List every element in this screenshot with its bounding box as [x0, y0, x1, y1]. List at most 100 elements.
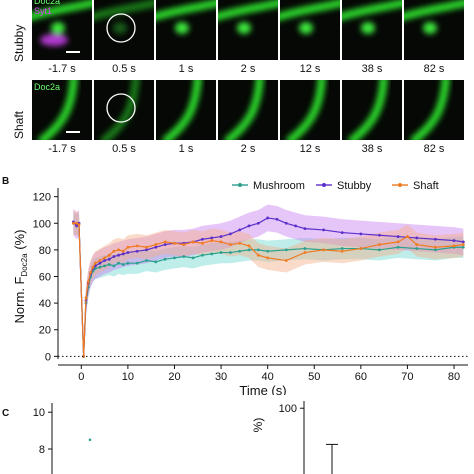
data-point: [75, 224, 79, 228]
frame-time-label: 1 s: [178, 63, 194, 75]
data-point: [135, 249, 139, 253]
frame-time-label: 2 s: [240, 63, 256, 75]
data-point: [84, 296, 88, 300]
data-point: [359, 232, 363, 236]
data-point: [284, 221, 288, 225]
data-point: [98, 261, 102, 265]
data-point: [126, 251, 130, 254]
data-point: [91, 265, 95, 269]
data-point: [396, 240, 400, 244]
frame-time-label: 38 s: [361, 143, 383, 155]
data-point: [117, 253, 120, 257]
x-axis-label: Time (s): [239, 383, 286, 395]
data-point: [452, 244, 456, 248]
data-point: [135, 261, 139, 265]
data-point: [126, 245, 130, 249]
svg-text:Shaft: Shaft: [413, 180, 439, 192]
micrograph-frame: [404, 0, 464, 60]
data-point: [98, 259, 102, 262]
data-point: [303, 227, 307, 230]
data-point: [121, 249, 125, 253]
data-point: [284, 248, 288, 252]
data-point: [266, 256, 270, 260]
x-tick-label: 50: [308, 371, 320, 383]
data-point: [378, 248, 381, 252]
data-point: [238, 249, 242, 253]
data-point: [284, 259, 288, 262]
data-point: [219, 240, 223, 244]
x-tick-label: 30: [215, 371, 227, 383]
y-axis-label: Norm. FDoc2a (%): [12, 230, 29, 324]
data-point: [210, 239, 214, 242]
y-tick-label: 0: [45, 351, 51, 363]
data-point: [117, 248, 120, 252]
data-point: [452, 239, 456, 242]
data-point: [121, 252, 125, 256]
micrograph-frame: [156, 80, 216, 140]
micrograph-frame: Doc2a: [32, 80, 92, 140]
y-tick-label: 20: [39, 325, 51, 337]
data-point: [461, 245, 465, 249]
data-point: [433, 237, 437, 241]
data-point: [406, 235, 409, 238]
data-point: [163, 257, 167, 261]
data-point: [103, 264, 106, 268]
data-point: [415, 247, 419, 250]
recovery-line-chart: 0 20 40 60 80 100 120 0 10 20 30 40 50 60 70 80 Time (s)…: [12, 180, 468, 395]
data-point: [201, 241, 204, 245]
data-point: [322, 228, 325, 232]
y-tick-label: 40: [39, 298, 51, 310]
scale-bar: [66, 51, 80, 53]
data-point: [415, 243, 419, 246]
micrograph-frame: [342, 0, 402, 60]
data-point: [378, 233, 381, 237]
data-point: [75, 221, 79, 225]
data-point: [228, 251, 232, 254]
data-point: [88, 438, 92, 442]
micrograph-frame: [280, 80, 340, 140]
svg-text:Stubby: Stubby: [337, 180, 372, 192]
data-point: [378, 243, 381, 246]
y-tick-label: 120: [33, 192, 51, 204]
data-point: [89, 271, 93, 274]
panel-c-charts: 681050100%): [33, 401, 338, 474]
data-point: [461, 243, 465, 246]
frame-time-label: -1.7 s: [48, 63, 76, 75]
frame-time-label: 2 s: [240, 143, 256, 155]
data-point: [163, 243, 167, 246]
roi-circle-icon: [106, 93, 136, 123]
frame-time-label: -1.7 s: [48, 143, 76, 155]
data-point: [210, 252, 214, 256]
data-point: [433, 245, 437, 249]
data-point: [322, 248, 325, 252]
data-point: [182, 255, 186, 258]
data-point: [112, 255, 116, 258]
data-point: [359, 247, 363, 250]
data-point: [219, 251, 223, 254]
channel-label: Syt1: [34, 6, 53, 16]
data-point: [135, 244, 139, 248]
data-point: [126, 261, 130, 265]
data-point: [340, 249, 344, 253]
svg-text:Mushroom: Mushroom: [253, 180, 305, 192]
data-point: [117, 261, 120, 265]
y-tick-label: 100: [33, 218, 51, 230]
data-point: [238, 241, 242, 245]
data-point: [396, 235, 400, 238]
data-point: [228, 243, 232, 246]
legend-item-stubby: Stubby: [316, 180, 372, 192]
channel-label: Doc2a: [34, 0, 61, 6]
data-point: [303, 251, 307, 254]
data-point: [98, 265, 102, 269]
data-point: [154, 260, 158, 264]
micrograph-frame: Doc2a Syt1: [32, 0, 92, 60]
frame-time-label: 0.5 s: [112, 143, 136, 155]
frame-time-label: 1 s: [178, 143, 194, 155]
x-tick-label: 40: [262, 371, 274, 383]
data-point: [107, 257, 111, 261]
data-point: [145, 248, 148, 252]
data-point: [266, 249, 270, 253]
data-point: [173, 241, 176, 245]
legend-item-shaft: Shaft: [392, 180, 439, 192]
data-point: [145, 245, 148, 249]
